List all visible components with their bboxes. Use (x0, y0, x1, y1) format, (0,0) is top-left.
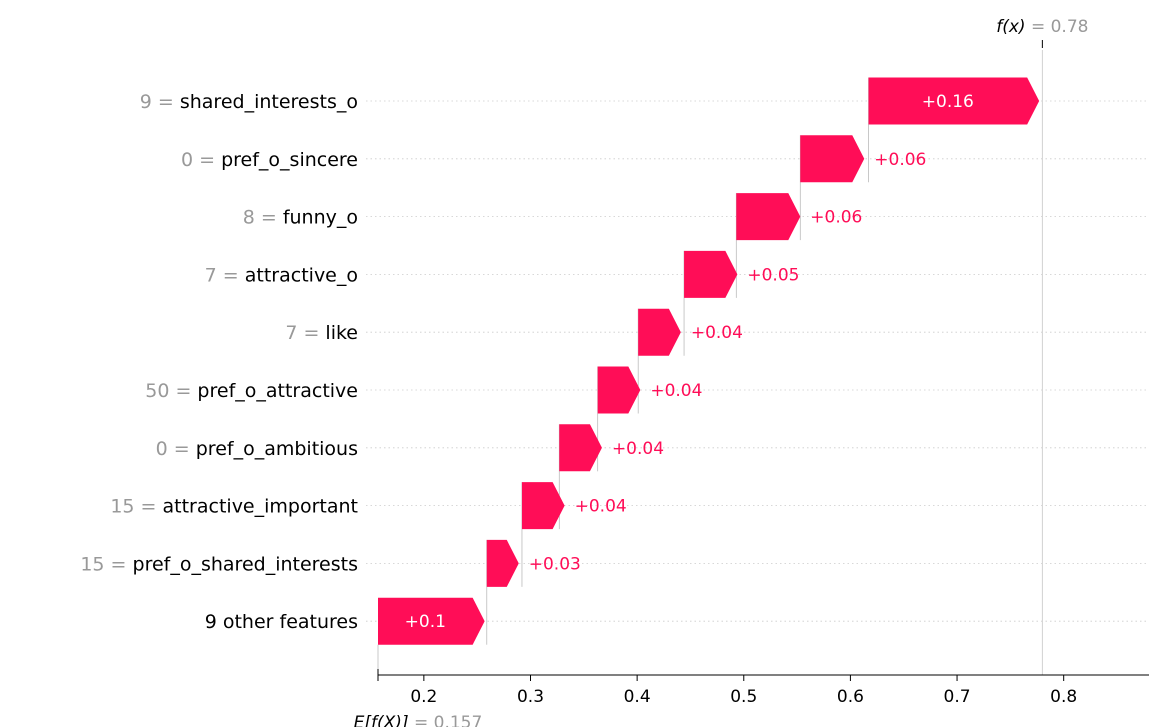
feature-name: funny_o (283, 207, 358, 229)
feature-name: pref_o_attractive (197, 380, 358, 402)
fx-symbol: f(x) (996, 17, 1025, 37)
feature-name: pref_o_ambitious (196, 438, 358, 460)
x-tick-label: 0.8 (1050, 687, 1077, 707)
feature-label: 15 = pref_o_shared_interests (80, 553, 358, 575)
feature-label: 9 other features (205, 611, 358, 633)
feature-name: 9 other features (205, 611, 358, 633)
feature-label: 0 = pref_o_ambitious (156, 438, 358, 460)
bar-value-label: +0.04 (650, 381, 702, 401)
x-tick-label: 0.6 (837, 687, 864, 707)
feature-label: 9 = shared_interests_o (140, 91, 358, 113)
feature-labels: 9 = shared_interests_o 0 = pref_o_sincere… (80, 91, 358, 633)
feature-label: 8 = funny_o (243, 207, 358, 229)
bar-9 (486, 539, 519, 587)
feature-name: like (325, 322, 358, 344)
feature-label: 50 = pref_o_attractive (145, 380, 358, 402)
x-tick-label: 0.3 (517, 687, 544, 707)
feature-name: pref_o_sincere (221, 149, 358, 171)
bar-value-label: +0.04 (691, 323, 743, 343)
bar-value-label: +0.16 (922, 92, 974, 112)
bar-value-label: +0.03 (529, 554, 581, 574)
fx-annotation: f(x) = 0.78 (996, 17, 1088, 48)
feature-name: pref_o_shared_interests (133, 553, 358, 575)
feature-value: 8 = (243, 207, 283, 229)
expected-value-label: E[f(X)] = 0.157 (354, 713, 483, 727)
bar-value-label: +0.04 (575, 497, 627, 517)
feature-value: 0 = (156, 438, 196, 460)
bar-5 (638, 308, 681, 356)
x-tick-label: 0.4 (624, 687, 651, 707)
feature-value: 50 = (145, 380, 197, 402)
bar-value-label: +0.06 (810, 208, 862, 228)
fx-label: f(x) = 0.78 (996, 17, 1088, 37)
bar-value-label: +0.1 (405, 612, 446, 632)
feature-label: 7 = like (285, 322, 358, 344)
feature-value: 15 = (80, 553, 132, 575)
feature-label: 0 = pref_o_sincere (181, 149, 358, 171)
x-tick-label: 0.2 (410, 687, 437, 707)
bar-7 (559, 424, 602, 472)
expected-value-symbol: E[f(X)] (354, 713, 409, 727)
feature-value: 0 = (181, 149, 221, 171)
bar-4 (684, 250, 738, 298)
expected-value-value: = 0.157 (409, 713, 483, 727)
bar-2 (800, 135, 865, 183)
bar-1 (868, 77, 1040, 125)
feature-value: 7 = (205, 264, 245, 286)
feature-value: 9 = (140, 91, 180, 113)
x-axis: 0.2 0.3 0.4 0.5 0.6 0.7 0.8 (377, 669, 1149, 707)
feature-label: 15 = attractive_important (110, 496, 358, 518)
feature-name: shared_interests_o (180, 91, 358, 113)
bar-value-label: +0.05 (747, 265, 799, 285)
feature-name: attractive_o (245, 264, 358, 286)
reference-lines (377, 50, 1043, 675)
bar-8 (521, 482, 565, 530)
fx-value: = 0.78 (1026, 17, 1089, 37)
feature-value: 7 = (285, 322, 325, 344)
x-tick-label: 0.5 (730, 687, 757, 707)
expected-value-annotation: E[f(X)] = 0.157 (354, 713, 483, 727)
bar-value-label: +0.06 (874, 150, 926, 170)
x-tick-label: 0.7 (944, 687, 971, 707)
feature-name: attractive_important (163, 496, 358, 518)
bar-6 (597, 366, 641, 414)
grid-lines (366, 100, 1149, 622)
bar-10 (378, 597, 485, 645)
feature-value: 15 = (110, 496, 162, 518)
bar-value-label: +0.04 (612, 439, 664, 459)
bar-3 (736, 193, 801, 241)
feature-label: 7 = attractive_o (205, 264, 358, 286)
bars: +0.16 +0.06 +0.06 +0.05 +0.04 +0.04 +0.04 +0.04… (378, 77, 1040, 645)
